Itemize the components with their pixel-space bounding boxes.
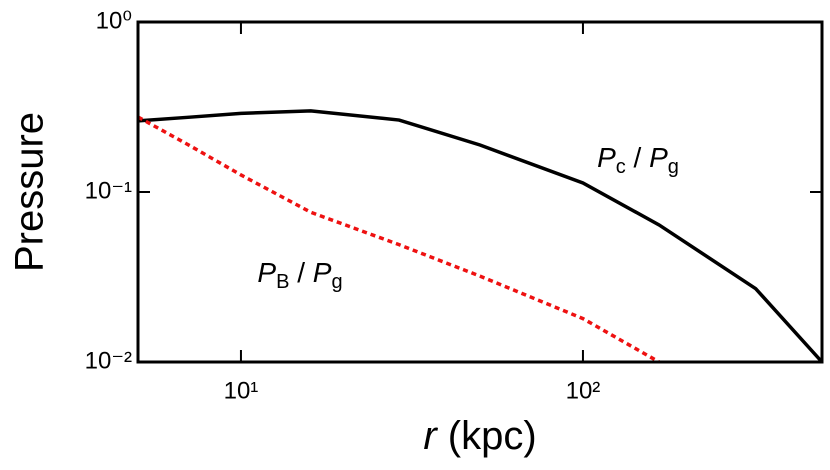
x-axis-label: r (kpc) [423,414,536,458]
x-tick-label: 10² [566,377,601,404]
y-tick-label: 10⁻² [85,347,132,374]
plot-frame [136,20,824,364]
x-tick-label: 10¹ [224,377,259,404]
series-label: PB / Pg [257,257,342,293]
series-line [137,109,824,364]
y-tick-label: 10⁰ [96,7,132,34]
series-line [137,115,660,364]
series-label: Pc / Pg [597,142,679,178]
y-tick-label: 10⁻¹ [85,177,132,204]
y-axis-label: Pressure [8,112,52,272]
